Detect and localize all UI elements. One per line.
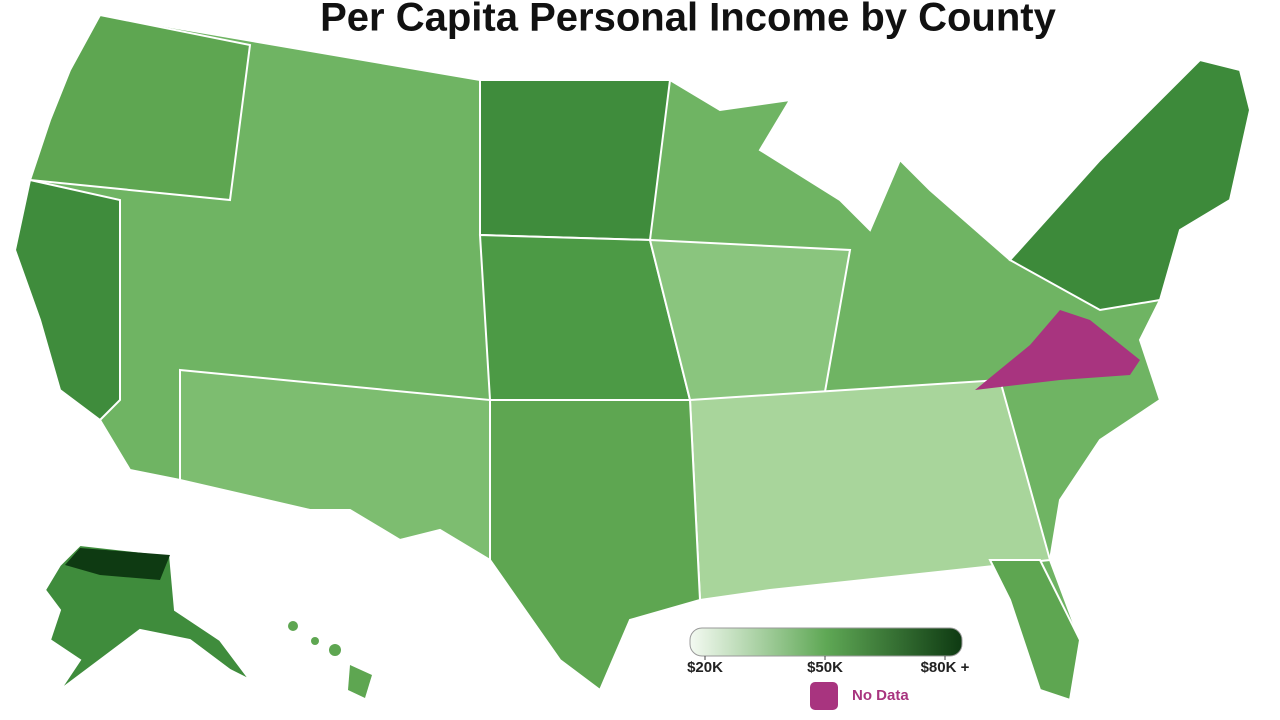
california [13, 178, 121, 422]
legend-tick-label: $50K [807, 659, 843, 676]
contiguous-us [13, 13, 1252, 702]
alaska [43, 543, 251, 691]
texas-oklahoma [489, 399, 702, 692]
no-data-label: No Data [852, 687, 909, 704]
legend-tick-label: $80K + [921, 659, 970, 676]
no-data-swatch [810, 682, 838, 710]
dakotas [479, 79, 672, 242]
hawaii [288, 621, 372, 698]
southwest [179, 368, 491, 562]
legend-tick-label: $20K [687, 659, 723, 676]
northwest [28, 13, 252, 202]
northeast [1008, 58, 1252, 312]
legend: $20K $50K $80K + No Data [687, 627, 970, 710]
florida [988, 559, 1082, 702]
legend-gradient [689, 627, 963, 657]
title: Per Capita Personal Income by County [320, 0, 1056, 40]
no-data-area [975, 310, 1140, 390]
